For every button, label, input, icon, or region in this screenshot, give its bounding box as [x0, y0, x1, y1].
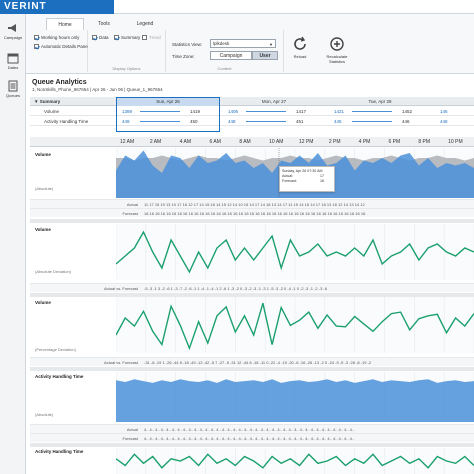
- value-bar: [246, 111, 286, 112]
- value-bar: [352, 111, 392, 112]
- left-nav: Campaign Dates Queues: [0, 14, 26, 474]
- section-divider: [30, 443, 474, 447]
- chart-tooltip: Sunday, Apr 26 07:30 AM Actual: 17 Foreca…: [279, 166, 335, 192]
- trend-checkbox[interactable]: Trend: [142, 34, 161, 41]
- aht-deviation-chart[interactable]: [116, 448, 474, 474]
- value-bar: [246, 121, 286, 122]
- working-hours-group: Working hours only Automatic Details Pan…: [30, 30, 88, 72]
- table-row: Volume 1389 1419 1406 1417 1421 1452 146: [30, 107, 474, 116]
- time-zone-label: Time Zone:: [172, 54, 195, 59]
- data-checkbox[interactable]: Data: [92, 34, 109, 41]
- tab-tools[interactable]: Tools: [98, 21, 110, 27]
- aht-subtitle: (Absolute): [35, 412, 54, 417]
- volume-deviation-chart[interactable]: [116, 224, 474, 280]
- calendar-icon: [7, 53, 19, 64]
- working-hours-checkbox[interactable]: Working hours only: [34, 34, 79, 41]
- section-divider: [30, 367, 474, 371]
- volume-actual-row: Actual 11 17 15 19 13 10 17 16 12 17 14 …: [30, 199, 474, 208]
- page-title: Queue Analytics: [32, 79, 87, 86]
- user-toggle[interactable]: User: [252, 51, 278, 60]
- timeline-label: 10 PM: [448, 139, 463, 145]
- megaphone-icon: [8, 24, 16, 32]
- stats-view-label: Statistics View:: [172, 42, 203, 47]
- nav-item-label: Queues: [5, 93, 20, 98]
- section-divider: [30, 293, 474, 297]
- volume-pct-row: Actual vs. Forecast -31 -8 -19 1 -26 -44…: [30, 357, 474, 366]
- aht-actual-row: Actual 4.. 4.. 4.. 4.. 4.. 4.. 4.. 4.. 4…: [30, 424, 474, 433]
- nav-item-dates[interactable]: Dates: [0, 52, 26, 70]
- nav-item-campaign[interactable]: Campaign: [0, 22, 26, 40]
- top-bar: [0, 0, 474, 14]
- selected-day-highlight: [116, 97, 220, 132]
- timeline-label: 12 AM: [120, 139, 135, 145]
- timeline-label: 6 AM: [209, 139, 221, 145]
- volume-dev-subtitle: (Absolute Deviation): [35, 269, 72, 274]
- volume-section-title: Volume: [35, 152, 51, 157]
- aht-area-chart[interactable]: [116, 372, 474, 422]
- day-header-tue-apr-28[interactable]: Tue, Apr 28: [368, 99, 392, 104]
- reload-icon: [294, 36, 306, 50]
- aht-actual-series: [116, 379, 474, 422]
- nav-item-queues[interactable]: Queues: [0, 80, 26, 98]
- timeline-label: 8 AM: [239, 139, 251, 145]
- timeline-label: 4 PM: [358, 139, 371, 145]
- nav-item-label: Dates: [7, 65, 19, 70]
- value-bar: [352, 121, 392, 122]
- nav-item-label: Campaign: [3, 35, 23, 40]
- aht-forecast-row: Forecast 4.. 4.. 4.. 4.. 4.. 4.. 4.. 4..…: [30, 433, 474, 442]
- page-subtitle: 1, NonSkills_Phone_967654 | Apr 26 - Jun…: [32, 87, 163, 92]
- tab-home[interactable]: Home: [46, 18, 84, 30]
- timeline-header: 12 AM 2 AM 4 AM 6 AM 8 AM 10 AM 12 PM 2 PM 4 PM 6…: [30, 137, 474, 147]
- aht-dev-title: Activity Handling Time: [35, 449, 84, 454]
- volume-section-subtitle: (Absolute): [35, 186, 54, 191]
- summary-table: ▼ Summary Sun, Apr 26 Mon, Apr 27 Tue, A…: [30, 97, 474, 133]
- volume-forecast-row: Forecast 16 16 16 16 16 16 16 16 16 16 1…: [30, 208, 474, 217]
- section-divider: [30, 219, 474, 223]
- value-bar: [140, 121, 180, 122]
- aht-title: Activity Handling Time: [35, 374, 84, 379]
- timeline-label: 2 AM: [149, 139, 162, 145]
- reload-button[interactable]: Reload: [288, 36, 312, 59]
- stats-view-select[interactable]: lplkdesk ▼: [210, 39, 276, 48]
- value-bar: [140, 111, 180, 112]
- timeline-label: 4 AM: [179, 139, 192, 145]
- timeline-label: 10 AM: [269, 139, 284, 145]
- recalculate-statistics-button[interactable]: Recalculate Statistics: [320, 36, 354, 64]
- tab-legend[interactable]: Legend: [136, 21, 154, 27]
- campaign-toggle[interactable]: Campaign: [210, 51, 252, 60]
- auto-details-checkbox[interactable]: Automatic Details Pane: [34, 43, 88, 50]
- volume-dev-title: Volume: [35, 227, 51, 232]
- chevron-down-icon: ▼: [269, 42, 273, 47]
- row-label: Activity Handling Time: [44, 119, 89, 124]
- timeline-label: 12 PM: [299, 139, 314, 145]
- brand-logo: VERINT: [0, 0, 114, 14]
- timeline-label: 8 PM: [418, 139, 430, 145]
- aht-deviation-series: [116, 453, 474, 469]
- deviation-series: [116, 230, 474, 274]
- queue-icon: [8, 80, 18, 92]
- display-options-label: Display Options: [112, 66, 141, 71]
- summary-checkbox[interactable]: Summary: [114, 34, 140, 41]
- percentage-series: [116, 303, 474, 351]
- timeline-label: 6 PM: [388, 139, 401, 145]
- day-header-mon-apr-27[interactable]: Mon, Apr 27: [261, 99, 287, 104]
- volume-dev-row: Actual vs. Forecast -5 -3 -1 3 -2 -6 1 -…: [30, 283, 474, 292]
- timeline-label: 2 PM: [328, 139, 341, 145]
- display-options-group: Data Summary Trend Display Options: [88, 30, 166, 72]
- summary-header[interactable]: ▼ Summary: [34, 99, 61, 104]
- summary-table-header: ▼ Summary Sun, Apr 26 Mon, Apr 27 Tue, A…: [30, 97, 474, 106]
- day-header-sun-apr-26[interactable]: Sun, Apr 26: [116, 97, 220, 106]
- recalculate-icon: [330, 37, 344, 51]
- row-label: Volume: [44, 109, 60, 114]
- volume-percentage-chart[interactable]: [116, 297, 474, 353]
- content-label: Content: [217, 66, 232, 71]
- content-group: Statistics View: lplkdesk ▼ Time Zone: Ca…: [166, 30, 284, 72]
- volume-pct-title: Volume: [35, 300, 51, 305]
- table-row: Activity Handling Time 449 450 448 451 4…: [30, 117, 474, 126]
- volume-pct-subtitle: (Percentage Deviation): [35, 347, 76, 352]
